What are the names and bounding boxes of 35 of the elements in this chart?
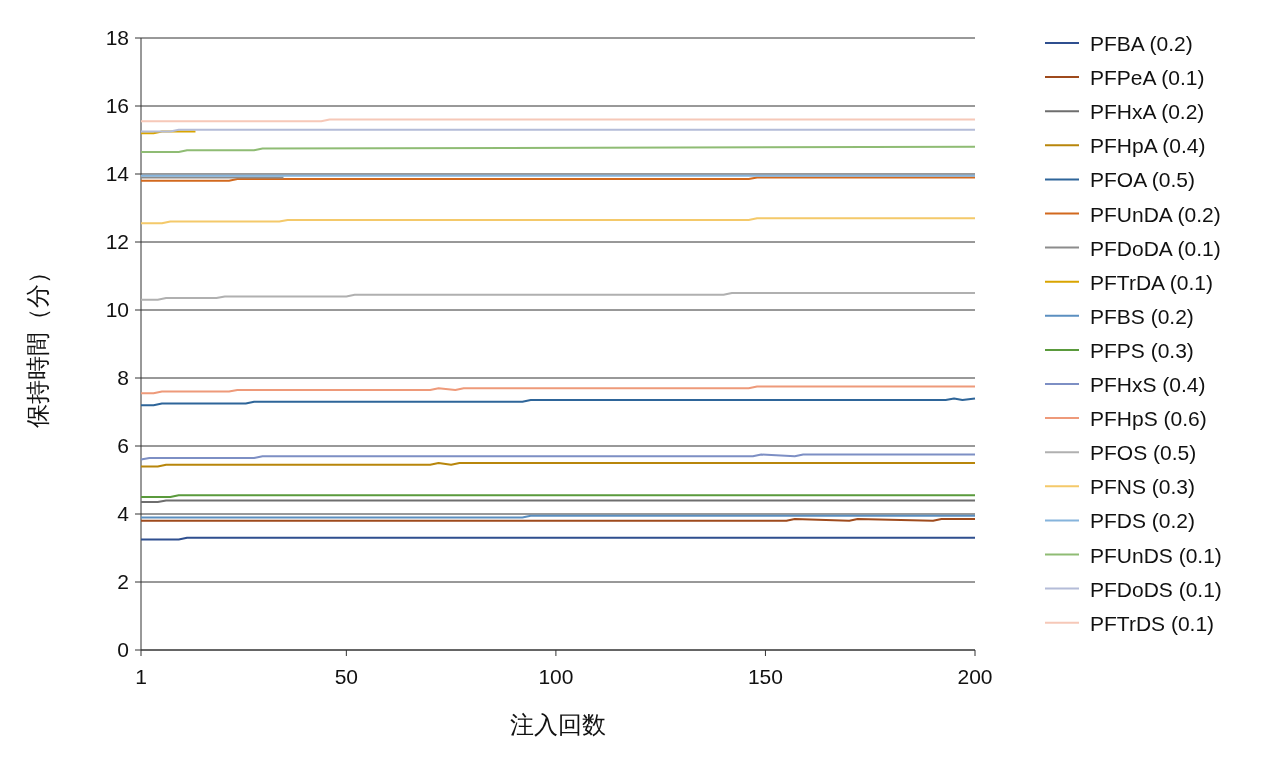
legend-label: PFHpA (0.4) xyxy=(1090,134,1206,158)
x-tick-label: 1 xyxy=(135,665,147,688)
y-tick-label: 8 xyxy=(117,366,129,389)
x-tick-label: 150 xyxy=(747,665,783,688)
legend-label: PFUnDS (0.1) xyxy=(1090,543,1222,567)
x-tick-label: 50 xyxy=(334,665,359,688)
y-tick-label: 0 xyxy=(117,638,129,661)
y-tick-label: 16 xyxy=(105,94,129,117)
legend-label: PFTrDA (0.1) xyxy=(1090,270,1213,294)
y-tick-label: 6 xyxy=(117,434,129,457)
y-axis-title: 保持時間（分） xyxy=(24,260,51,428)
legend-label: PFPS (0.3) xyxy=(1090,338,1194,362)
legend-label: PFHpS (0.6) xyxy=(1090,407,1207,431)
legend-label: PFBA (0.2) xyxy=(1090,32,1193,55)
y-tick-label: 4 xyxy=(117,502,130,525)
y-tick-label: 10 xyxy=(105,298,129,321)
y-tick-label: 14 xyxy=(105,162,130,185)
legend-label: PFBS (0.2) xyxy=(1090,304,1194,328)
legend-label: PFHxS (0.4) xyxy=(1090,373,1206,396)
legend-label: PFTrDS (0.1) xyxy=(1090,611,1215,635)
y-tick-label: 18 xyxy=(105,26,129,49)
y-tick-label: 2 xyxy=(117,570,129,593)
legend-label: PFOS (0.5) xyxy=(1090,441,1197,465)
legend-label: PFUnDA (0.2) xyxy=(1090,202,1221,226)
x-tick-label: 200 xyxy=(957,665,993,688)
x-axis-title: 注入回数 xyxy=(510,711,606,738)
legend-label: PFDoDS (0.1) xyxy=(1090,577,1222,601)
legend-label: PFNS (0.3) xyxy=(1090,475,1196,499)
legend-label: PFHxA (0.2) xyxy=(1090,100,1205,124)
legend-label: PFOA (0.5) xyxy=(1090,168,1196,192)
x-tick-label: 100 xyxy=(538,665,574,688)
legend-label: PFDoDA (0.1) xyxy=(1090,236,1221,260)
legend-label: PFDS (0.2) xyxy=(1090,509,1196,533)
legend-label: PFPeA (0.1) xyxy=(1090,66,1205,90)
y-tick-label: 12 xyxy=(105,230,129,253)
